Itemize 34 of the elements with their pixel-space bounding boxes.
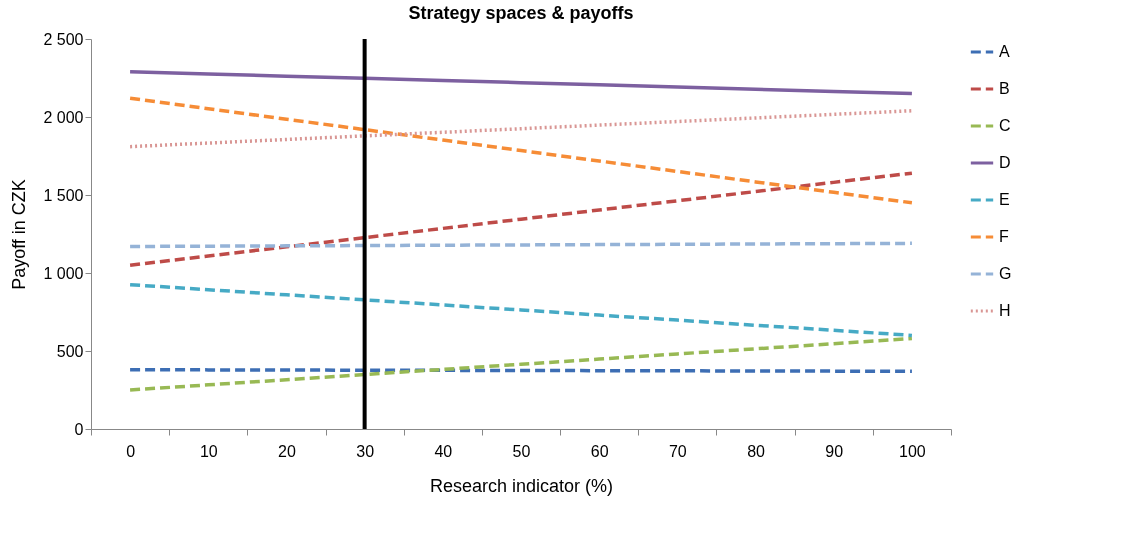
legend-label: B [999,80,1010,97]
x-tick-label: 60 [590,442,609,460]
x-tick-label: 90 [825,442,844,460]
x-axis-title: Research indicator (%) [429,475,614,496]
legend-label: G [999,265,1012,282]
x-tick-label: 100 [899,442,926,460]
y-tick-label: 2 500 [43,30,84,48]
chart-title: Strategy spaces & payoffs [408,3,634,23]
line-series [128,171,914,267]
line-series [128,109,914,149]
x-tick-label: 0 [126,442,136,460]
x-tick-label: 30 [356,442,375,460]
x-tick-label: 80 [747,442,766,460]
line-series [128,282,914,338]
x-tick-label: 10 [199,442,218,460]
y-tick-label: 1 500 [43,186,84,204]
legend-label: H [999,302,1011,319]
line-series [128,96,914,205]
y-tick-label: 1 000 [43,264,84,282]
line-series [128,336,914,392]
legend-label: D [999,154,1011,171]
legend-label: C [999,117,1011,134]
y-tick-label: 0 [74,420,84,438]
x-tick-label: 50 [512,442,531,460]
legend-label: F [999,228,1009,245]
legend-label: A [999,43,1010,60]
y-tick-label: 500 [56,342,84,360]
x-tick-label: 70 [668,442,687,460]
x-tick-label: 20 [278,442,296,460]
y-tick-label: 2 000 [43,108,84,126]
x-tick-label: 40 [434,442,453,460]
legend-label: E [999,191,1010,208]
line-series [128,70,914,96]
y-axis-title: Payoff in CZK [9,179,30,290]
